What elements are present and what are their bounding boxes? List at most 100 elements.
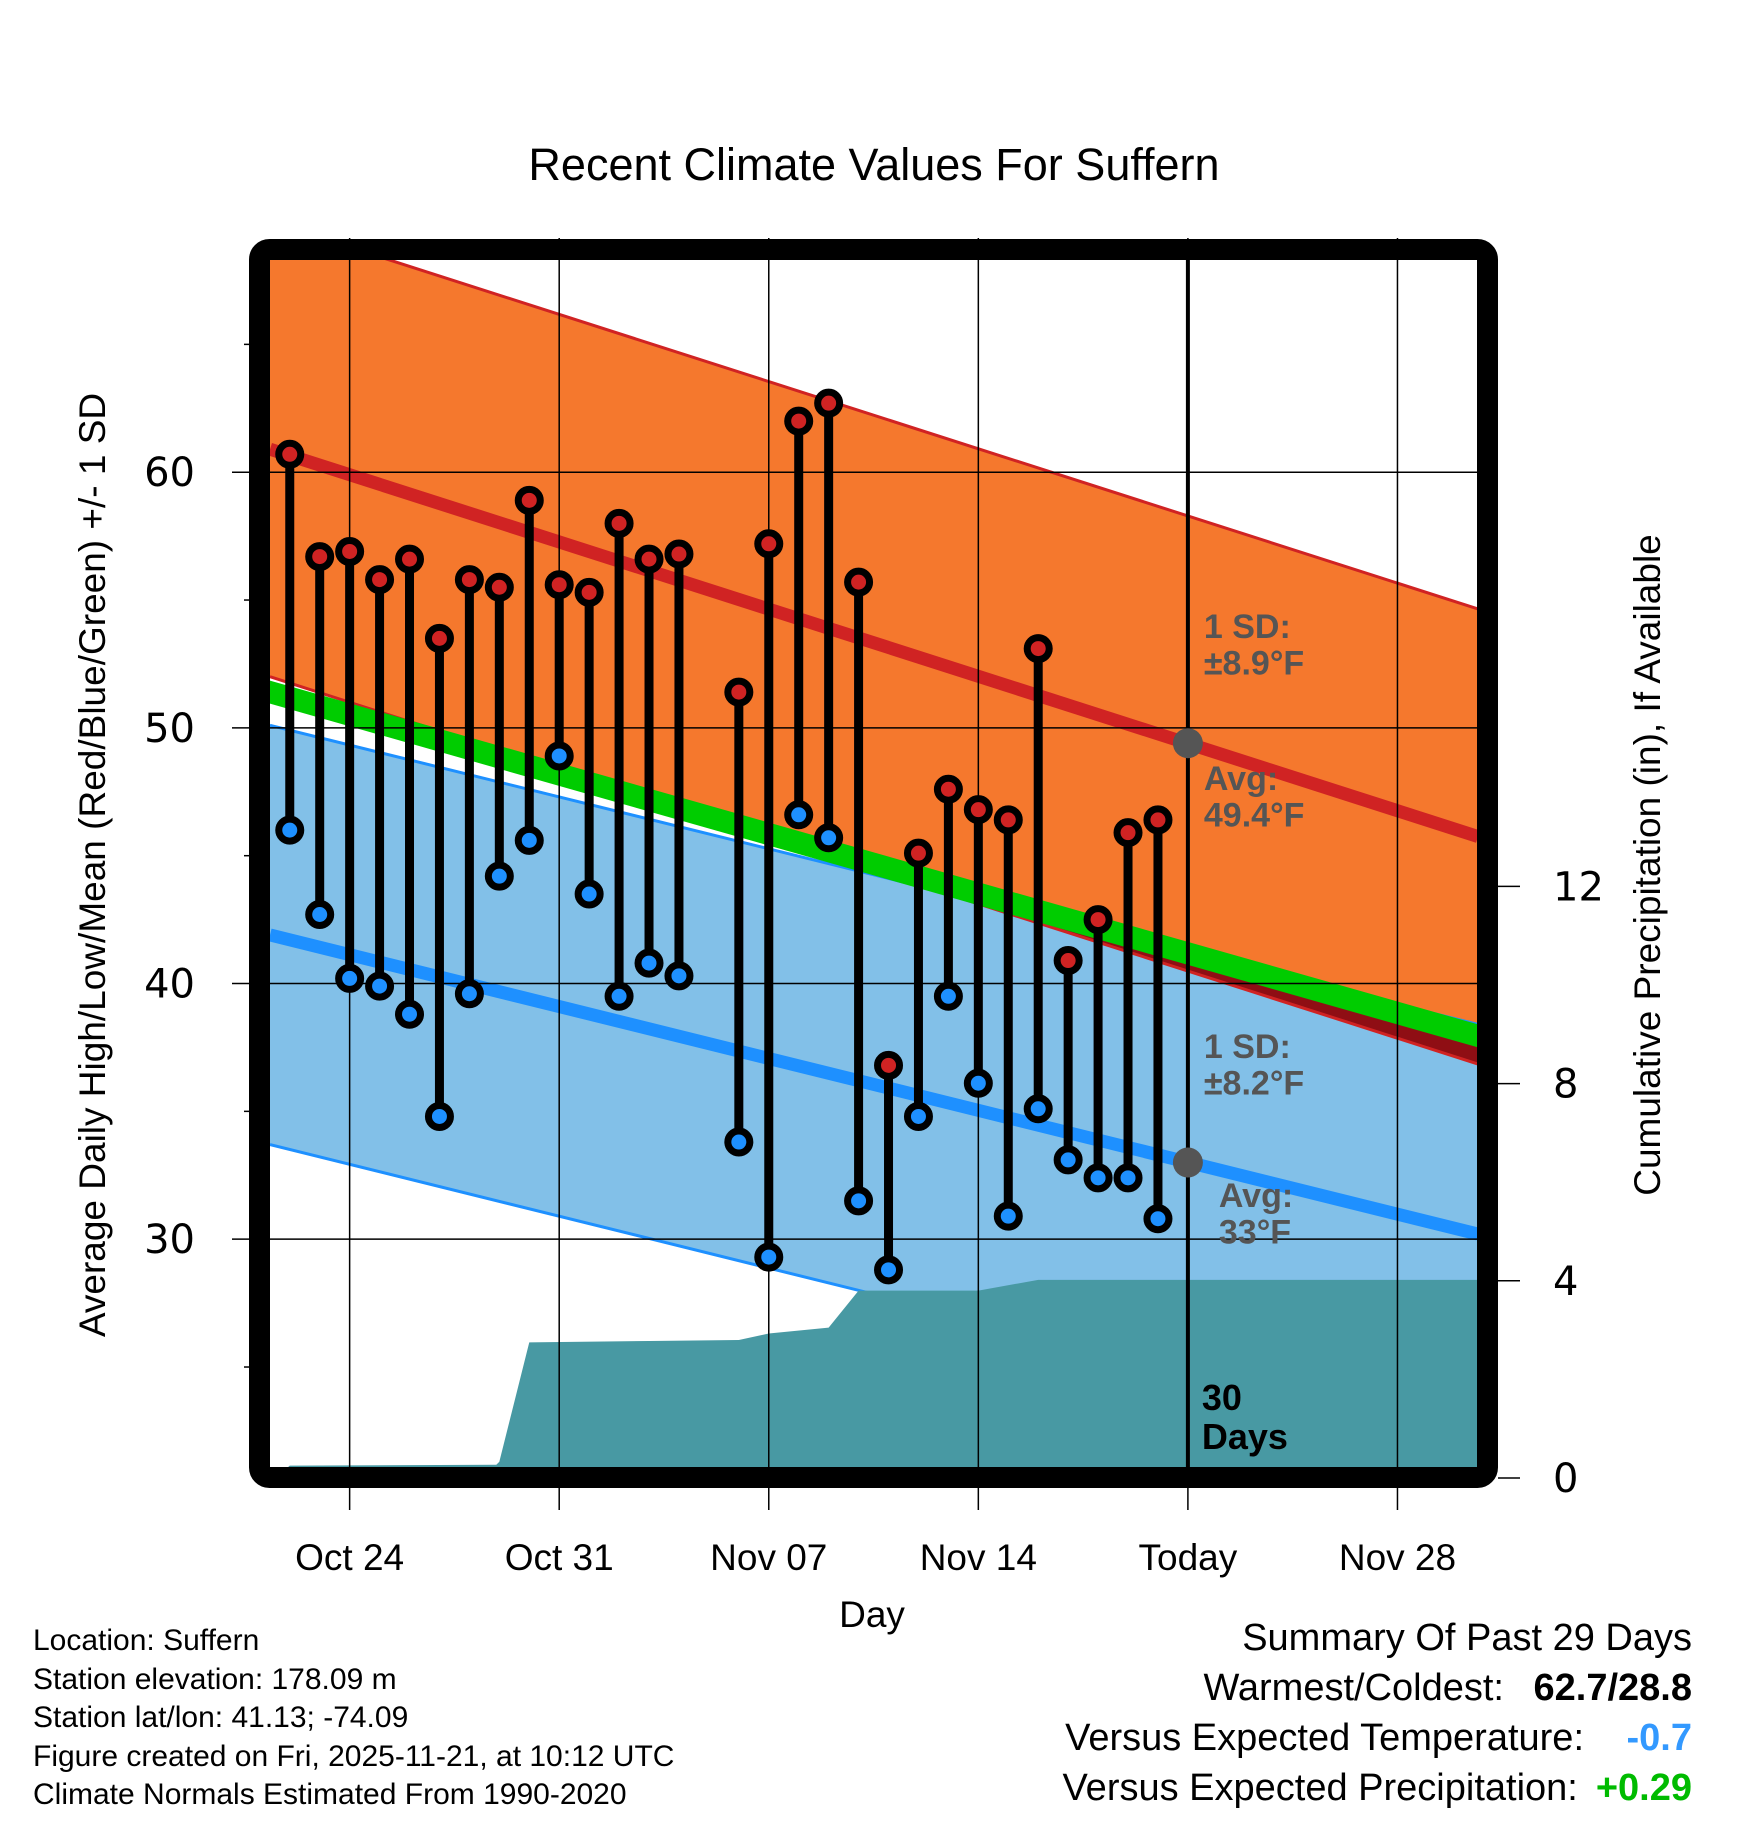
daily-high-point bbox=[814, 388, 844, 418]
daily-low-point bbox=[424, 1101, 454, 1131]
high-sd-band bbox=[270, 260, 1478, 1065]
daily-low-point bbox=[903, 1101, 933, 1131]
x-axis-label: Day bbox=[839, 1594, 905, 1635]
y2-tick-label: 4 bbox=[1553, 1259, 1578, 1305]
daily-low-point bbox=[724, 1127, 754, 1157]
precip-departure-value: +0.29 bbox=[1595, 1767, 1692, 1809]
precipitation-area bbox=[286, 1279, 1478, 1468]
high-avg-annotation-line: Avg: bbox=[1204, 760, 1278, 798]
x-tick-label: Nov 07 bbox=[710, 1537, 827, 1578]
low-avg-annotation-line: 33°F bbox=[1219, 1214, 1291, 1252]
daily-low-point bbox=[514, 825, 544, 855]
y2-axis-label: Cumulative Precipitation (in), If Availa… bbox=[1627, 534, 1668, 1196]
daily-low-point bbox=[784, 800, 814, 830]
high-sd-upper-line bbox=[384, 260, 1478, 611]
daily-high-point bbox=[1083, 905, 1113, 935]
y-tick-label: 60 bbox=[144, 450, 195, 496]
today-avg-low-marker bbox=[1172, 1147, 1203, 1178]
x-tick-label: Nov 14 bbox=[920, 1537, 1037, 1578]
daily-high-point bbox=[664, 539, 694, 569]
daily-high-point bbox=[1143, 805, 1173, 835]
daily-high-point bbox=[1053, 946, 1083, 976]
daily-high-point bbox=[604, 508, 634, 538]
daily-high-point bbox=[514, 485, 544, 515]
daily-low-point bbox=[365, 971, 395, 1001]
low-sd-annotation: 1 SD: ±8.2°F bbox=[1204, 1028, 1304, 1103]
daily-high-point bbox=[844, 567, 874, 597]
daily-high-point bbox=[1023, 634, 1053, 664]
daily-high-point bbox=[395, 544, 425, 574]
daily-high-point bbox=[305, 542, 335, 572]
daily-high-point bbox=[903, 838, 933, 868]
daily-high-point bbox=[634, 544, 664, 574]
x-tick-label: Today bbox=[1139, 1537, 1238, 1578]
daily-high-point bbox=[574, 577, 604, 607]
location-text: Location: Suffern bbox=[33, 1624, 260, 1657]
daily-low-point bbox=[1053, 1145, 1083, 1175]
x-tick-label: Oct 31 bbox=[505, 1537, 614, 1578]
low-sd-annotation-line: ±8.2°F bbox=[1204, 1065, 1304, 1103]
daily-high-point bbox=[754, 529, 784, 559]
daily-low-point bbox=[1143, 1204, 1173, 1234]
low-avg-annotation-line: Avg: bbox=[1219, 1177, 1293, 1215]
temp-departure-label: Versus Expected Temperature: bbox=[1065, 1717, 1584, 1759]
daily-low-point bbox=[1083, 1163, 1113, 1193]
daily-high-point bbox=[963, 795, 993, 825]
warmest-coldest-label: Warmest/Coldest: bbox=[1203, 1667, 1504, 1709]
y2-tick-label: 12 bbox=[1553, 864, 1604, 910]
daily-low-point bbox=[963, 1068, 993, 1098]
daily-low-point bbox=[1113, 1163, 1143, 1193]
axes: Oct 24 Oct 31 Nov 07 Nov 14 Today Nov 28 30 40 5… bbox=[144, 343, 1604, 1578]
daily-low-point bbox=[844, 1186, 874, 1216]
daily-high-point bbox=[275, 439, 305, 469]
x-tick-label: Oct 24 bbox=[295, 1537, 404, 1578]
daily-low-point bbox=[754, 1242, 784, 1272]
high-sd-annotation: 1 SD: ±8.9°F bbox=[1204, 608, 1304, 683]
today-days-label: 30 Days bbox=[1202, 1377, 1288, 1457]
daily-low-point bbox=[574, 879, 604, 909]
daily-low-point bbox=[454, 979, 484, 1009]
x-tick-label: Nov 28 bbox=[1339, 1537, 1456, 1578]
daily-high-point bbox=[335, 536, 365, 566]
low-sd-annotation-line: 1 SD: bbox=[1204, 1028, 1291, 1066]
daily-high-point bbox=[365, 565, 395, 595]
station-info: Location: Suffern Station elevation: 178… bbox=[33, 1622, 674, 1815]
summary-temp: Versus Expected Temperature: -0.7 bbox=[1062, 1713, 1692, 1763]
daily-low-point bbox=[544, 741, 574, 771]
plot-frame bbox=[249, 239, 1498, 1488]
temp-departure-value: -0.7 bbox=[1626, 1717, 1692, 1759]
daily-low-point bbox=[993, 1201, 1023, 1231]
high-avg-annotation: Avg: 49.4°F bbox=[1204, 760, 1305, 835]
high-sd-annotation-line: ±8.9°F bbox=[1204, 645, 1304, 683]
plot-area bbox=[270, 260, 1478, 1468]
elevation-text: Station elevation: 178.09 m bbox=[33, 1662, 397, 1696]
low-avg-annotation: Avg: 33°F bbox=[1219, 1177, 1293, 1252]
daily-high-point bbox=[933, 774, 963, 804]
latlon-text: Station lat/lon: 41.13; -74.09 bbox=[33, 1701, 409, 1734]
daily-low-point bbox=[814, 823, 844, 853]
today-days-label-line: Days bbox=[1202, 1416, 1288, 1457]
daily-low-point bbox=[1023, 1094, 1053, 1124]
daily-low-point bbox=[275, 815, 305, 845]
daily-high-point bbox=[993, 805, 1023, 835]
daily-high-point bbox=[424, 623, 454, 653]
precip-departure-label: Versus Expected Precipitation: bbox=[1062, 1767, 1578, 1809]
daily-low-point bbox=[664, 961, 694, 991]
y-tick-label: 30 bbox=[144, 1217, 195, 1263]
chart-title: Recent Climate Values For Suffern bbox=[528, 139, 1219, 190]
today-avg-high-marker bbox=[1172, 728, 1203, 759]
data-layer bbox=[275, 388, 1203, 1285]
daily-high-point bbox=[544, 570, 574, 600]
avg-mean-line bbox=[270, 680, 1478, 1048]
daily-high-point bbox=[724, 677, 754, 707]
daily-low-point bbox=[604, 981, 634, 1011]
summary-precip: Versus Expected Precipitation: +0.29 bbox=[1062, 1763, 1692, 1813]
y-tick-label: 40 bbox=[144, 962, 195, 1008]
high-sd-annotation-line: 1 SD: bbox=[1204, 608, 1291, 646]
daily-low-point bbox=[484, 861, 514, 891]
summary-title: Summary Of Past 29 Days bbox=[1242, 1617, 1692, 1659]
daily-high-point bbox=[1113, 818, 1143, 848]
y-tick-label: 50 bbox=[144, 706, 195, 752]
